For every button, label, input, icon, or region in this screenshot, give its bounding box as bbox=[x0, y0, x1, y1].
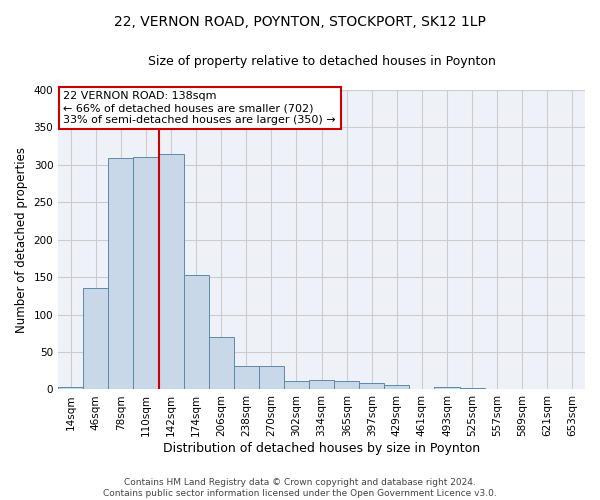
Bar bbox=[560, 388, 585, 390]
Bar bbox=[234, 366, 259, 390]
Bar bbox=[133, 156, 158, 390]
Text: 22 VERNON ROAD: 138sqm
← 66% of detached houses are smaller (702)
33% of semi-de: 22 VERNON ROAD: 138sqm ← 66% of detached… bbox=[64, 92, 336, 124]
Bar bbox=[460, 388, 485, 390]
Bar bbox=[158, 154, 184, 390]
Bar bbox=[184, 275, 209, 390]
Bar bbox=[434, 387, 460, 390]
Bar bbox=[284, 381, 309, 390]
Bar bbox=[83, 288, 109, 390]
Bar bbox=[359, 384, 385, 390]
Title: Size of property relative to detached houses in Poynton: Size of property relative to detached ho… bbox=[148, 55, 496, 68]
Bar bbox=[309, 380, 334, 390]
Bar bbox=[58, 387, 83, 390]
Y-axis label: Number of detached properties: Number of detached properties bbox=[15, 146, 28, 332]
X-axis label: Distribution of detached houses by size in Poynton: Distribution of detached houses by size … bbox=[163, 442, 480, 455]
Bar bbox=[385, 385, 409, 390]
Bar bbox=[259, 366, 284, 390]
Bar bbox=[209, 337, 234, 390]
Bar bbox=[334, 381, 359, 390]
Text: 22, VERNON ROAD, POYNTON, STOCKPORT, SK12 1LP: 22, VERNON ROAD, POYNTON, STOCKPORT, SK1… bbox=[114, 15, 486, 29]
Bar bbox=[109, 158, 133, 390]
Text: Contains HM Land Registry data © Crown copyright and database right 2024.
Contai: Contains HM Land Registry data © Crown c… bbox=[103, 478, 497, 498]
